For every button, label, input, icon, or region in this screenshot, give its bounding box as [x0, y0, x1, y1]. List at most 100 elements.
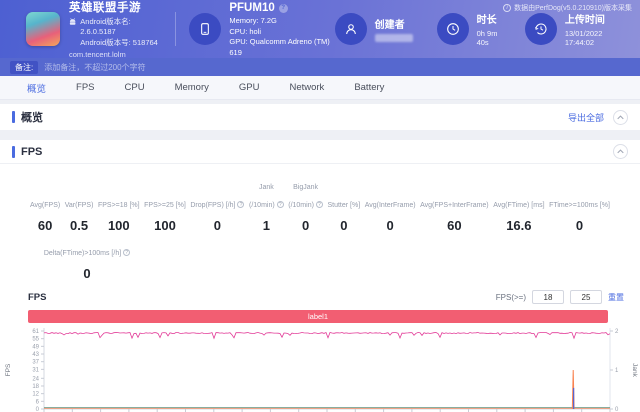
tab-Memory[interactable]: Memory: [174, 82, 209, 93]
fps-metric: Drop(FPS) [/h]? 0: [190, 194, 245, 233]
upload-icon-circle: [524, 13, 557, 45]
chevron-up-icon: [617, 149, 624, 154]
device-name: PFUM10: [229, 1, 275, 14]
duration-value: 0h 9m 40s: [476, 29, 498, 47]
chevron-up-icon: [617, 114, 624, 119]
metric-label: Avg(FPS+InterFrame): [420, 202, 489, 209]
chart-header: FPS FPS(>=) 重置: [0, 285, 640, 306]
creator-icon-circle: [334, 13, 367, 45]
metric-value: 0: [213, 218, 222, 233]
section-accent-bar: [12, 145, 15, 158]
android-icon: [69, 18, 76, 26]
metric-value: 0: [575, 218, 584, 233]
fps-collapse-button[interactable]: [613, 144, 628, 159]
note-bar[interactable]: 备注: 添加备注，不超过200个字符: [0, 58, 640, 76]
metric-value: 100: [107, 218, 130, 233]
metric-label: Stutter [%]: [327, 202, 361, 209]
metric-label: Avg(InterFrame): [364, 202, 416, 209]
tab-概览[interactable]: 概览: [27, 83, 47, 95]
tab-Battery[interactable]: Battery: [354, 82, 385, 93]
fps-metric: Avg(FTime) [ms] 16.6: [493, 194, 544, 233]
metric-label: Delta(FTime)>100ms [/h]: [43, 250, 122, 257]
duration-icon-circle: [436, 13, 469, 45]
info-icon[interactable]: ?: [123, 249, 131, 256]
svg-text:0: 0: [615, 407, 619, 412]
label-band[interactable]: label1: [28, 310, 608, 323]
metric-label: FTime>=100ms [%]: [549, 202, 610, 209]
tab-GPU[interactable]: GPU: [238, 82, 260, 93]
creator-name-redacted: [374, 34, 413, 42]
svg-text:Jank: Jank: [631, 363, 638, 377]
metric-value: 100: [154, 218, 176, 233]
device-icon-circle: [189, 13, 222, 45]
metric-value: 16.6: [506, 218, 532, 233]
phone-icon: [201, 23, 210, 35]
info-icon[interactable]: ?: [315, 201, 323, 208]
game-title: 英雄联盟手游: [69, 2, 141, 15]
person-icon: [345, 24, 356, 35]
svg-text:43: 43: [32, 352, 39, 358]
fps-metric-delta-ftime: Delta(FTime)>100ms [/h]? 0: [22, 233, 152, 285]
device-info: PFUM10 ? Memory: 7.2G CPU: holi GPU: Qua…: [229, 0, 334, 58]
upload-time-group: 上传时间 13/01/2022 17:44:02: [524, 11, 618, 47]
fps-metric: Avg(FPS+InterFrame) 60: [420, 194, 489, 233]
fps-metric: Stutter [%] 0: [327, 194, 360, 233]
device-info-icon[interactable]: ?: [278, 3, 288, 13]
fps-line-chart: 0612182431374349556101200:0000:2900:5801…: [5, 328, 638, 412]
svg-text:0: 0: [36, 407, 40, 412]
fps-threshold-high-input[interactable]: [570, 290, 602, 304]
svg-text:61: 61: [32, 329, 39, 335]
fps-threshold-low-input[interactable]: [532, 290, 564, 304]
package-name: com.tencent.lolm: [69, 49, 126, 59]
history-clock-icon: [535, 23, 547, 35]
upload-time-label: 上传时间: [564, 15, 605, 26]
svg-text:24: 24: [32, 376, 39, 382]
fps-metric: Jank (/10min)? 1: [249, 176, 284, 233]
export-all-link[interactable]: 导出全部: [567, 112, 604, 123]
metric-label: Jank (/10min): [249, 184, 275, 209]
tab-CPU[interactable]: CPU: [124, 82, 145, 93]
android-version-name: Android版本名: 2.6.0.5187: [80, 17, 131, 37]
duration-group: 时长 0h 9m 40s: [436, 11, 501, 47]
header-divider: [175, 12, 177, 46]
overview-card: 概览 导出全部: [0, 104, 640, 130]
info-icon[interactable]: ?: [237, 201, 245, 208]
fps-section-title: FPS: [21, 145, 43, 158]
svg-text:2: 2: [615, 329, 619, 335]
overview-collapse-button[interactable]: [613, 109, 628, 125]
metric-label: FPS>=25 [%]: [144, 202, 186, 209]
section-accent-bar: [12, 111, 15, 123]
note-placeholder[interactable]: 添加备注，不超过200个字符: [44, 62, 146, 72]
fps-metric: FTime>=100ms [%] 0: [549, 194, 610, 233]
fps-metric: Var(FPS) 0.5: [65, 194, 94, 233]
svg-text:37: 37: [32, 360, 39, 366]
section-tabs: 概览 FPS CPU Memory GPU Network Battery: [0, 76, 640, 100]
metric-value: 0: [386, 218, 394, 233]
svg-text:12: 12: [32, 392, 39, 398]
fps-metric: FPS>=25 [%] 100: [144, 194, 186, 233]
android-version-code: Android版本号: 518764: [80, 37, 158, 47]
chart-title: FPS: [28, 291, 47, 303]
svg-text:31: 31: [32, 367, 39, 373]
metric-value: 0.5: [70, 218, 89, 233]
fps-card: FPS Avg(FPS) 60 Var(FPS) 0.5 FPS>=18 [%] 100 F…: [0, 140, 640, 412]
svg-text:1: 1: [615, 368, 619, 374]
metric-value: 0: [83, 266, 91, 281]
metric-value: 60: [447, 218, 462, 233]
collector-note: i 数据由PerfDog(v5.0.210910)版本采集: [503, 3, 632, 13]
tab-Network[interactable]: Network: [289, 82, 325, 93]
fps-metric: BigJank (/10min)? 0: [288, 176, 323, 233]
threshold-reset-button[interactable]: 重置: [608, 292, 624, 302]
tab-FPS[interactable]: FPS: [76, 82, 95, 93]
metric-label: BigJank (/10min): [288, 184, 319, 209]
svg-text:FPS: FPS: [5, 363, 12, 376]
info-icon: i: [503, 4, 512, 12]
metric-label: Var(FPS): [64, 202, 94, 209]
info-icon[interactable]: ?: [276, 201, 284, 208]
duration-label: 时长: [476, 15, 497, 26]
metric-label: Avg(FPS): [30, 202, 61, 209]
svg-text:55: 55: [32, 337, 39, 343]
upload-time-value: 13/01/2022 17:44:02: [564, 29, 603, 47]
metric-label: Avg(FTime) [ms]: [493, 202, 545, 209]
metric-value: 60: [37, 218, 53, 233]
